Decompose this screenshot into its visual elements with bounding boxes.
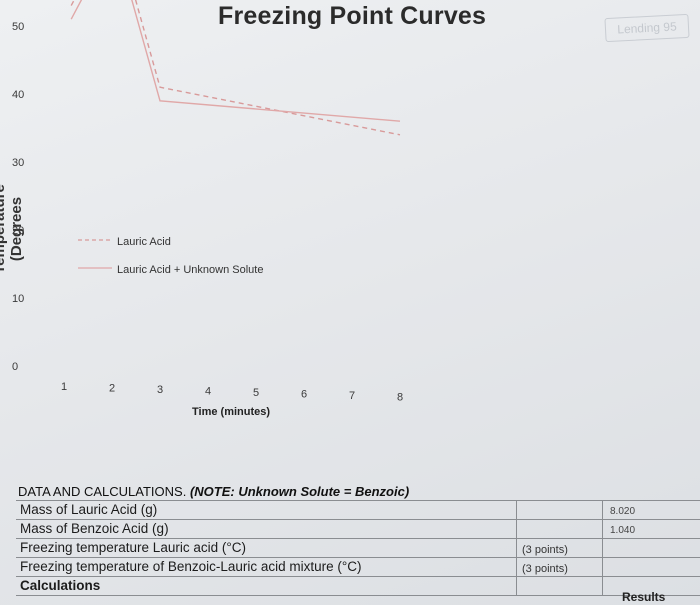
x-tick-label: 3 bbox=[157, 384, 163, 396]
page-title: Freezing Point Curves bbox=[218, 2, 487, 30]
row-label: Calculations bbox=[20, 578, 101, 593]
row-points: (3 points) bbox=[522, 544, 568, 556]
row-label: Mass of Benzoic Acid (g) bbox=[20, 521, 169, 536]
row-points: (3 points) bbox=[522, 563, 568, 575]
y-tick-label: 0 bbox=[12, 361, 18, 373]
table-row: Freezing temperature of Benzoic-Lauric a… bbox=[16, 558, 700, 577]
series-line-lauric-unknown bbox=[70, 0, 401, 122]
section-heading: DATA AND CALCULATIONS. (NOTE: Unknown So… bbox=[18, 484, 409, 499]
y-tick-label: 30 bbox=[12, 157, 24, 169]
table-row: Mass of Benzoic Acid (g) 1.040 bbox=[16, 520, 700, 539]
x-tick-label: 5 bbox=[253, 387, 259, 399]
row-value[interactable]: 8.020 bbox=[610, 506, 636, 517]
y-tick-label: 20 bbox=[12, 225, 24, 237]
results-label: Results bbox=[622, 590, 666, 604]
x-axis-label: Time (minutes) bbox=[192, 406, 270, 418]
section-heading-note: (NOTE: Unknown Solute = Benzoic) bbox=[189, 484, 410, 499]
x-tick-label: 4 bbox=[205, 386, 211, 398]
table-row: Mass of Lauric Acid (g) 8.020 bbox=[16, 501, 700, 520]
row-label: Freezing temperature of Benzoic-Lauric a… bbox=[20, 559, 362, 574]
row-value[interactable]: 1.040 bbox=[610, 525, 636, 536]
x-tick-label: 6 bbox=[301, 389, 307, 401]
y-tick-label: 50 bbox=[12, 21, 24, 33]
y-tick-label: 40 bbox=[12, 89, 24, 101]
legend: Lauric Acid Lauric Acid + Unknown Solute bbox=[78, 236, 263, 276]
x-tick-label: 1 bbox=[61, 381, 67, 393]
table-row: Calculations bbox=[16, 577, 700, 596]
section-heading-text: DATA AND CALCULATIONS. bbox=[18, 484, 187, 499]
x-tick-label: 2 bbox=[109, 383, 115, 395]
row-label: Mass of Lauric Acid (g) bbox=[20, 502, 158, 517]
row-label: Freezing temperature Lauric acid (°C) bbox=[20, 540, 246, 555]
series-line-lauric-acid bbox=[70, 0, 401, 136]
y-ticks: 706050403020100 bbox=[12, 21, 24, 373]
series-lines bbox=[70, 0, 401, 136]
data-table: Mass of Lauric Acid (g) 8.020 Mass of Be… bbox=[16, 500, 700, 596]
y-tick-label: 10 bbox=[12, 293, 24, 305]
x-tick-label: 7 bbox=[349, 390, 355, 402]
x-ticks: 1 2 3 4 5 6 7 8 bbox=[61, 381, 403, 404]
legend-label-lauric-unknown: Lauric Acid + Unknown Solute bbox=[117, 264, 263, 276]
x-tick-label: 8 bbox=[397, 392, 403, 404]
legend-label-lauric-acid: Lauric Acid bbox=[117, 236, 171, 248]
table-row: Freezing temperature Lauric acid (°C) (3… bbox=[16, 539, 700, 558]
